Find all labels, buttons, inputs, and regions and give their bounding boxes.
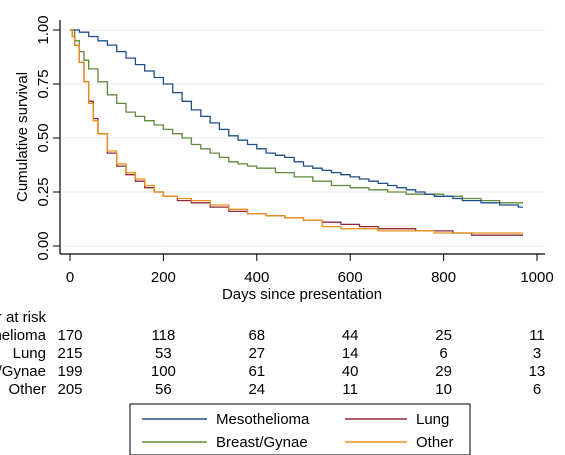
legend-label: Mesothelioma — [216, 411, 310, 428]
legend-label: Lung — [416, 411, 449, 428]
risk-cell: 6 — [439, 345, 447, 362]
risk-cell: 14 — [342, 345, 359, 362]
risk-cell: 3 — [533, 345, 541, 362]
x-axis-title: Days since presentation — [222, 286, 382, 303]
grid-lines — [60, 29, 545, 247]
risk-row-label: Other — [8, 381, 46, 398]
risk-cell: 68 — [248, 327, 265, 344]
axes — [59, 20, 545, 255]
risk-cell: 10 — [435, 381, 452, 398]
y-tick-label: 0.25 — [35, 177, 52, 206]
risk-cell: 199 — [57, 363, 82, 380]
risk-cell: 118 — [151, 327, 175, 344]
legend-label: Breast/Gynae — [216, 434, 308, 451]
survival-curve-breast-gynae — [70, 29, 523, 204]
survival-curve-other — [70, 29, 523, 234]
ticks: 0.00 0.25 0.50 0.75 1.00 0 200 400 600 800 1000 — [35, 15, 554, 286]
y-tick-label: 0.75 — [35, 69, 52, 98]
risk-heading: Number at risk — [0, 309, 46, 326]
risk-cell: 170 — [57, 327, 82, 344]
x-tick-label: 200 — [151, 269, 176, 286]
risk-cell: 27 — [248, 345, 265, 362]
legend-box — [129, 403, 471, 455]
x-tick-label: 0 — [66, 269, 74, 286]
x-tick-label: 800 — [431, 269, 456, 286]
risk-cell: 29 — [435, 363, 452, 380]
risk-cell: 13 — [529, 363, 546, 380]
y-axis-title: Cumulative survival — [14, 72, 31, 202]
y-tick-label: 0.00 — [35, 231, 52, 260]
risk-cell: 11 — [342, 381, 358, 398]
risk-cell: 205 — [57, 381, 82, 398]
survival-curve-mesothelioma — [70, 29, 523, 208]
risk-cell: 44 — [342, 327, 359, 344]
legend-label: Other — [416, 434, 454, 451]
risk-cell: 100 — [151, 363, 176, 380]
risk-cell: 56 — [155, 381, 172, 398]
y-tick-label: 0.50 — [35, 123, 52, 152]
risk-cell: 40 — [342, 363, 359, 380]
risk-cell: 25 — [435, 327, 452, 344]
y-tick-label: 1.00 — [35, 15, 52, 44]
risk-cell: 215 — [57, 345, 82, 362]
x-tick-label: 600 — [338, 269, 363, 286]
risk-cell: 6 — [533, 381, 541, 398]
risk-cell: 61 — [248, 363, 265, 380]
risk-row-label: Mesothelioma — [0, 327, 47, 344]
risk-cell: 11 — [529, 327, 545, 344]
series-lines — [70, 29, 523, 236]
risk-cell: 24 — [248, 381, 265, 398]
risk-row-label: Breast/Gynae — [0, 363, 46, 380]
risk-cell: 53 — [155, 345, 172, 362]
legend: Mesothelioma Lung Breast/Gynae Other — [129, 403, 471, 455]
risk-row-label: Lung — [13, 345, 46, 362]
number-at-risk-table: Number at risk Mesothelioma 170 118 68 44 25 1… — [0, 309, 545, 398]
x-tick-label: 400 — [244, 269, 269, 286]
survival-curve-lung — [70, 29, 523, 236]
x-tick-label: 1000 — [520, 269, 553, 286]
